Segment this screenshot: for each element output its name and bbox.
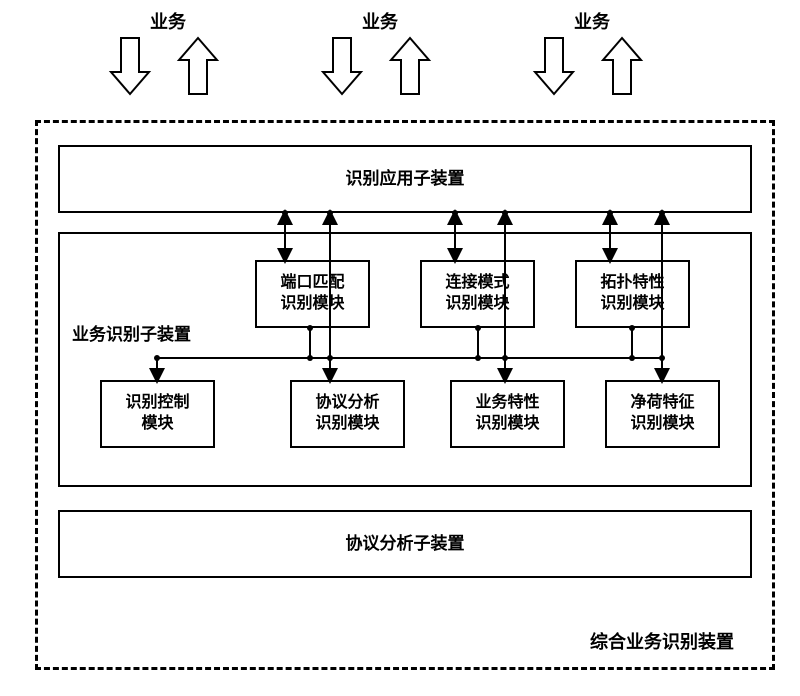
module-topo: 拓扑特性识别模块 (575, 260, 690, 328)
hollow-up-arrow-2 (391, 38, 429, 94)
module-control-label: 识别控制模块 (125, 393, 189, 435)
module-connect: 连接模式识别模块 (420, 260, 535, 328)
hollow-up-arrow-3 (603, 38, 641, 94)
top-label-1: 业务 (150, 8, 186, 34)
diagram-canvas: 业务 业务 业务 识别应用子装置 业务识别子装置 端口匹配识别模块 连接模式识别… (0, 0, 800, 696)
module-port-label: 端口匹配识别模块 (280, 273, 344, 315)
protocol-layer-box: 协议分析子装置 (58, 510, 752, 578)
outer-label: 综合业务识别装置 (590, 628, 734, 654)
hollow-up-arrow-1 (179, 38, 217, 94)
hollow-down-arrow-1 (111, 38, 149, 94)
module-control: 识别控制模块 (100, 380, 215, 448)
module-property: 业务特性识别模块 (450, 380, 565, 448)
app-layer-label: 识别应用子装置 (346, 168, 465, 190)
module-protoA-label: 协议分析识别模块 (315, 393, 379, 435)
top-label-2: 业务 (362, 8, 398, 34)
module-payload: 净荷特征识别模块 (605, 380, 720, 448)
module-payload-label: 净荷特征识别模块 (630, 393, 694, 435)
module-protoA: 协议分析识别模块 (290, 380, 405, 448)
hollow-down-arrow-3 (535, 38, 573, 94)
module-connect-label: 连接模式识别模块 (445, 273, 509, 315)
app-layer-box: 识别应用子装置 (58, 145, 752, 213)
module-port: 端口匹配识别模块 (255, 260, 370, 328)
module-topo-label: 拓扑特性识别模块 (600, 273, 664, 315)
protocol-layer-label: 协议分析子装置 (346, 533, 465, 555)
service-layer-label: 业务识别子装置 (72, 320, 191, 345)
hollow-down-arrow-2 (323, 38, 361, 94)
module-property-label: 业务特性识别模块 (475, 393, 539, 435)
top-label-3: 业务 (574, 8, 610, 34)
